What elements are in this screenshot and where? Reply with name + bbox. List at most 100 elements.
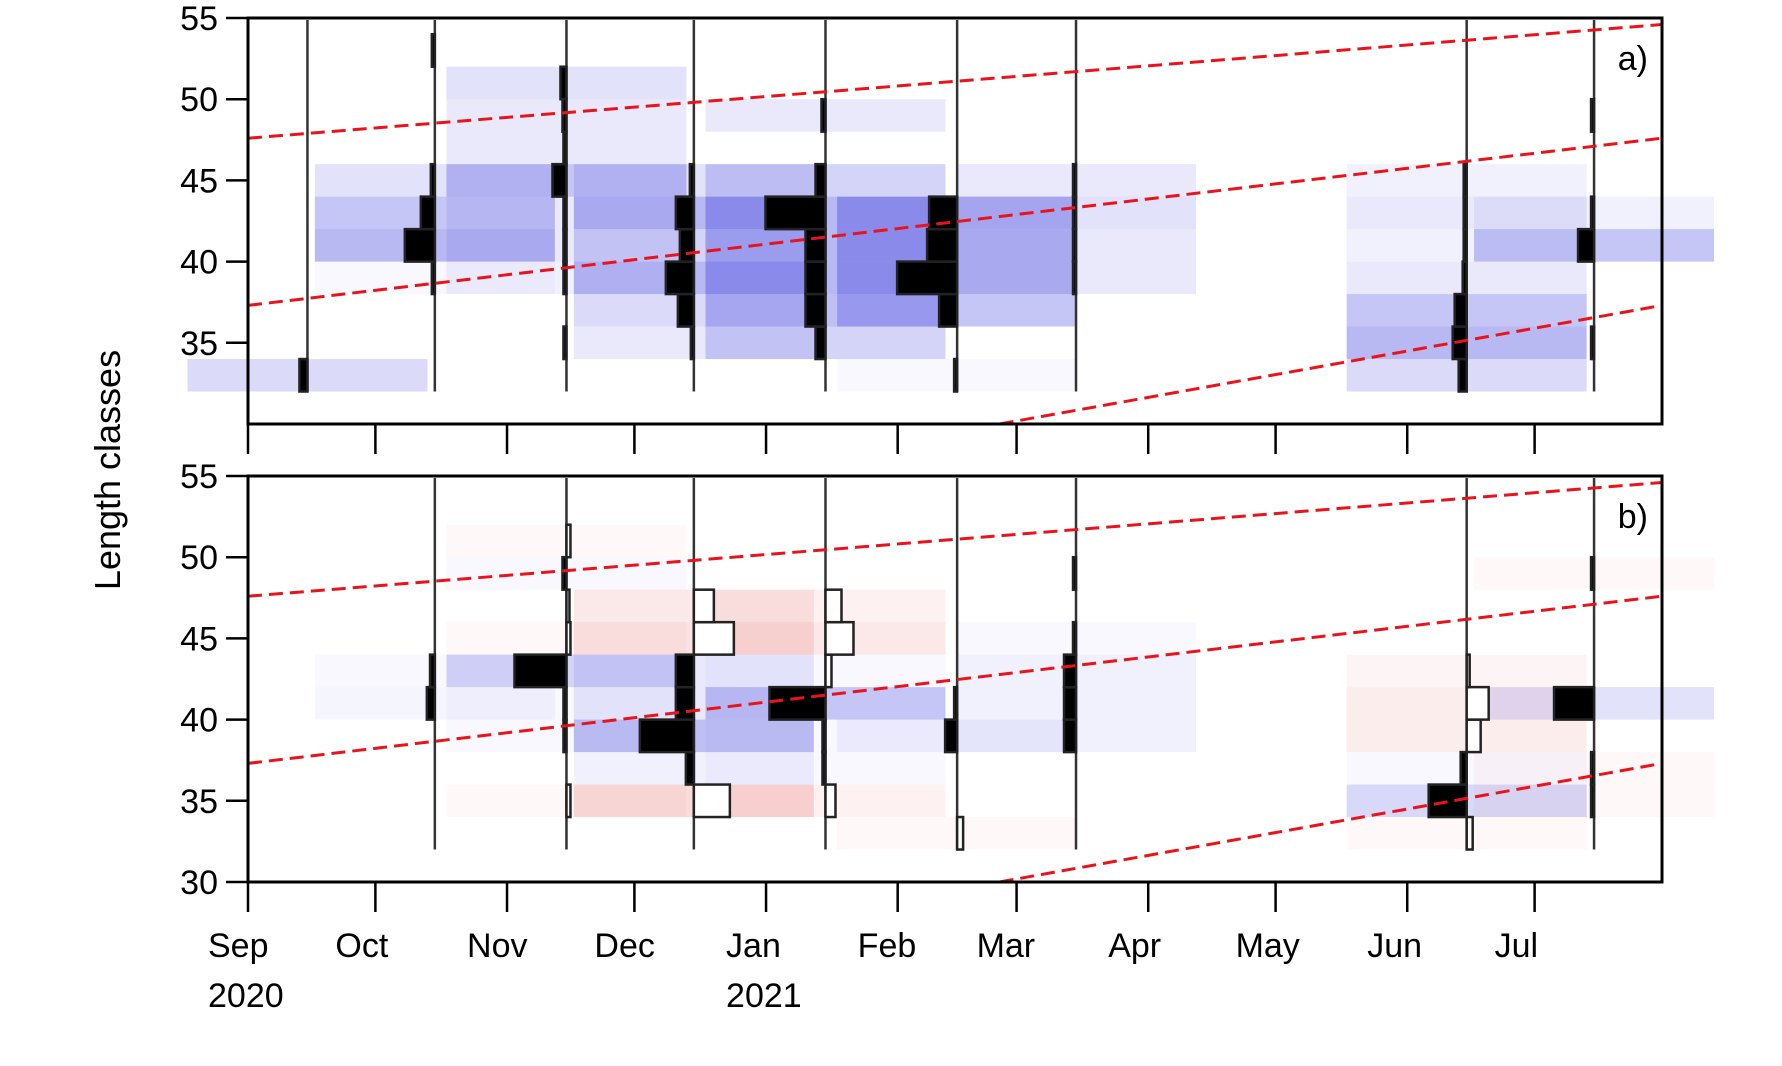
histogram-bar [768, 685, 827, 721]
histogram-bar [562, 685, 568, 721]
histogram-bar [1071, 555, 1078, 591]
histogram-bar [820, 97, 827, 133]
histogram-bar [821, 750, 827, 786]
histogram-bar [1589, 97, 1596, 133]
histogram-bar-negative [565, 620, 572, 656]
histogram-bar [804, 292, 827, 328]
histogram-bar [814, 325, 827, 361]
x-tick-label: Dec [594, 927, 654, 965]
y-axis-label: Length classes [87, 350, 128, 590]
histogram-bar-negative [1465, 815, 1474, 851]
y-tick-label: 45 [180, 162, 218, 200]
histogram-bar-negative [824, 620, 855, 656]
histogram-bar [1589, 750, 1596, 786]
histogram-bar [804, 227, 827, 263]
histogram-bar [764, 195, 827, 231]
histogram-bar [430, 32, 437, 68]
growth-curve [248, 594, 1662, 765]
y-tick-label: 55 [180, 458, 218, 496]
growth-curve [248, 23, 1662, 140]
panel-1: 30 35 40 45 50 55 Sep 2020 Oct Nov Dec Jan 2021 Feb Ma… [180, 458, 1715, 1015]
x-tick-label: Feb [858, 927, 917, 965]
histogram-bars [298, 32, 1596, 393]
histogram-bar [428, 653, 437, 689]
histogram-bar [814, 162, 827, 198]
histogram-bars [425, 523, 1596, 851]
histogram-bar [937, 292, 959, 328]
histogram-bar [425, 685, 437, 721]
x-tick-sublabel: 2021 [726, 977, 802, 1015]
histogram-bar [678, 227, 696, 263]
histogram-bar-negative [824, 653, 833, 689]
histogram-bar [429, 162, 437, 198]
histogram-bar [925, 227, 959, 263]
histogram-bar-negative [1465, 685, 1490, 721]
panel-label: a) [1618, 40, 1648, 78]
histogram-bar [298, 357, 309, 393]
panel-label: b) [1618, 498, 1648, 536]
histogram-bar [1453, 292, 1468, 328]
histogram-bar-negative [824, 588, 843, 624]
y-tick-label: 35 [180, 325, 218, 363]
y-tick-label: 30 [180, 864, 218, 902]
histogram-bar-negative [692, 620, 736, 656]
histogram-bar [1457, 357, 1468, 393]
growth-curves [248, 23, 1662, 424]
histogram-bar-negative [692, 588, 716, 624]
x-tick-label: Oct [335, 927, 388, 965]
histogram-bar [674, 653, 696, 689]
histogram-bar [1461, 260, 1468, 296]
x-tick-label: Mar [977, 927, 1036, 965]
x-tick-sublabel: 2020 [208, 977, 284, 1015]
histogram-bar [952, 685, 959, 721]
histogram-bar [684, 750, 696, 786]
histogram-bar [1462, 227, 1468, 263]
histogram-bar [1589, 325, 1596, 361]
histogram-bar [1071, 195, 1078, 231]
histogram-bar-negative [565, 783, 572, 819]
plot-frame [246, 474, 1664, 884]
histogram-bar [895, 260, 959, 296]
y-tick-label: 55 [180, 0, 218, 38]
histogram-bar [562, 718, 568, 754]
histogram-bar [562, 227, 568, 263]
growth-curve [999, 303, 1662, 424]
histogram-bar [674, 685, 696, 721]
histogram-bar [638, 718, 696, 754]
histogram-bar [1459, 750, 1468, 786]
histogram-bar [664, 260, 696, 296]
x-tick-label: Jul [1495, 927, 1538, 965]
histogram-bar [1071, 260, 1078, 296]
x-tick-label: Nov [467, 927, 527, 965]
histogram-bar [676, 292, 696, 328]
histogram-bar [562, 130, 568, 166]
x-tick-label: May [1236, 927, 1300, 965]
growth-curves [248, 481, 1662, 882]
panels: 35 40 45 50 55 a) 30 35 40 45 50 55 Sep 2020 Oct Nov Dec… [180, 0, 1715, 1015]
histogram-bar [1062, 718, 1078, 754]
histogram-bar-negative [565, 588, 571, 624]
x-tick-label: Sep [208, 927, 269, 965]
histogram-bar [513, 653, 568, 689]
histogram-bar [952, 357, 959, 393]
x-tick-label: Jan [726, 927, 781, 965]
histogram-bar [1576, 227, 1596, 263]
histogram-bar-negative [1465, 653, 1471, 689]
histogram-bar [1071, 162, 1078, 198]
histogram-bar [1071, 227, 1078, 263]
histogram-bar [561, 97, 568, 133]
histogram-bar [419, 195, 437, 231]
y-tick-label: 40 [180, 244, 218, 282]
histogram-bar [804, 260, 827, 296]
histogram-bar [1062, 653, 1078, 689]
histogram-bar [562, 195, 568, 231]
growth-curve [248, 481, 1662, 598]
y-tick-label: 50 [180, 539, 218, 577]
plot-frame [246, 16, 1664, 426]
growth-curve [248, 136, 1662, 307]
histogram-bar [403, 227, 437, 263]
histogram-bar [689, 325, 696, 361]
histogram-bar [821, 718, 827, 754]
y-tick-label: 40 [180, 702, 218, 740]
